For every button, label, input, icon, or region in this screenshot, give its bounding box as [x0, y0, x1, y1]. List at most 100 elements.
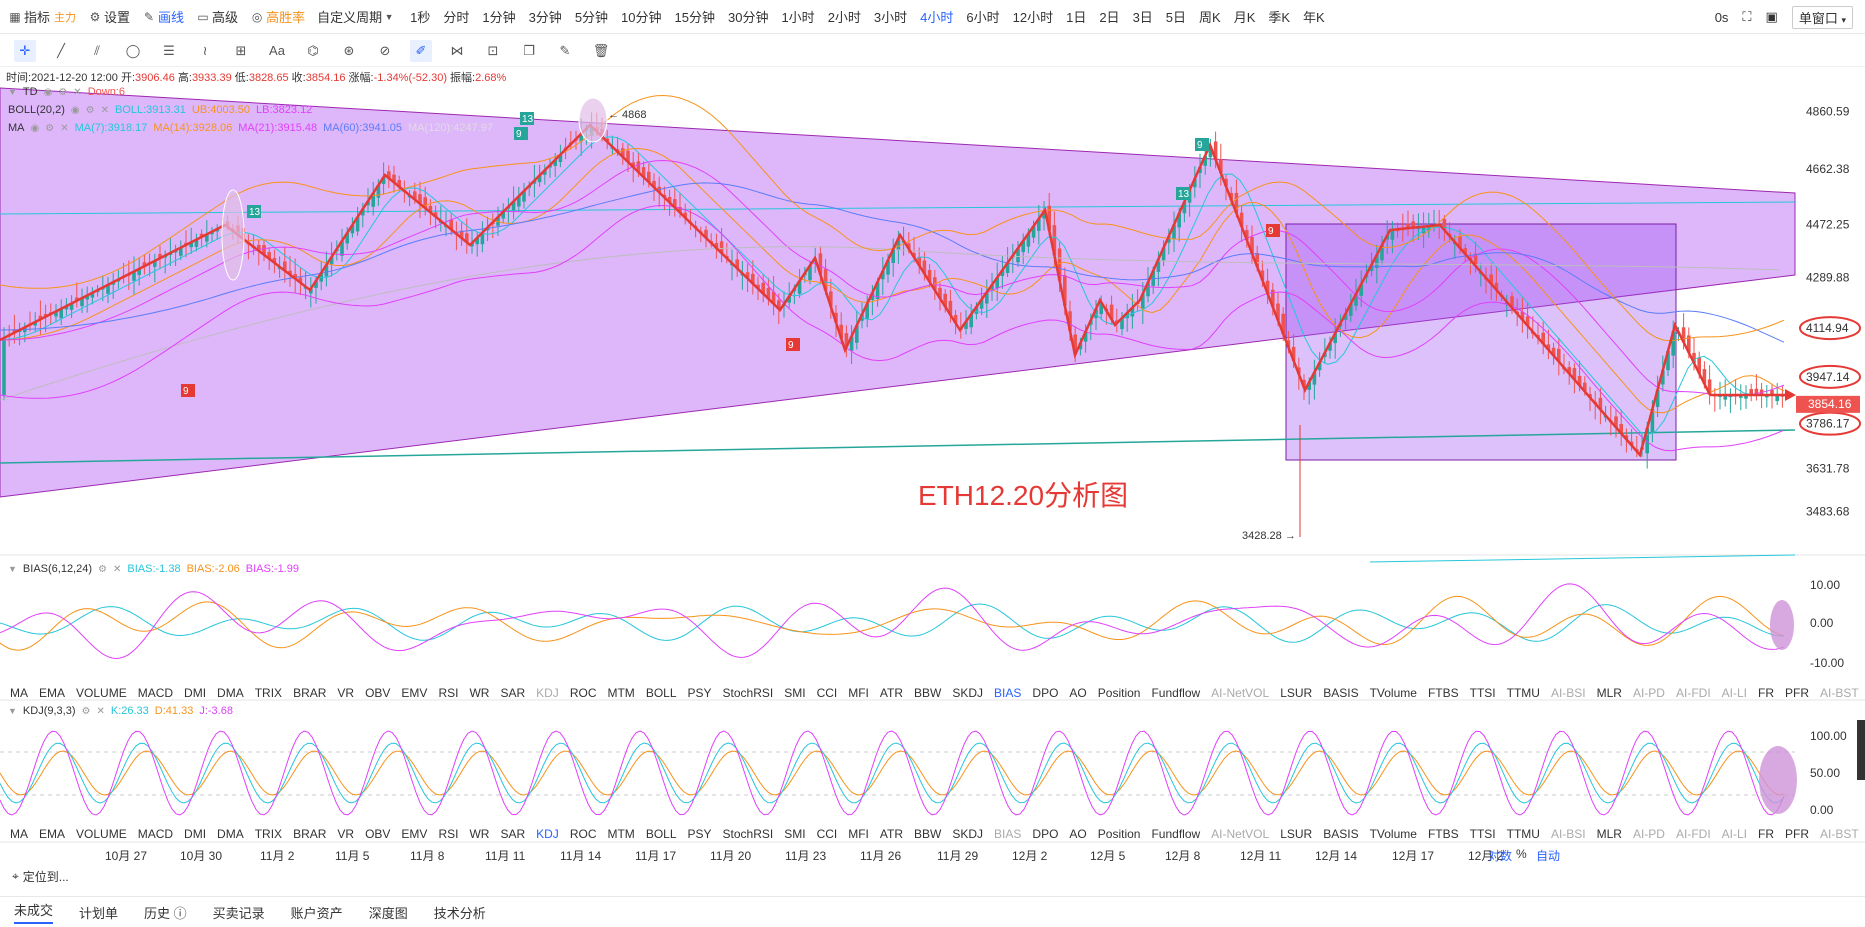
indicator-tab-trix[interactable]: TRIX	[254, 827, 283, 841]
indicator-tab-ttmu[interactable]: TTMU	[1506, 827, 1540, 841]
crosshair-icon[interactable]: ✛	[14, 39, 36, 62]
indicator-tab-ma[interactable]: MA	[10, 686, 28, 700]
indicator-tab-atr[interactable]: ATR	[879, 686, 904, 700]
indicator-tab-ao[interactable]: AO	[1069, 686, 1087, 700]
period-2[interactable]: 1分钟	[482, 10, 516, 25]
indicator-tab-pfr[interactable]: PFR	[1785, 827, 1809, 841]
win-rate-button[interactable]: ◎ 高胜率	[251, 9, 306, 26]
period-8[interactable]: 1小时	[781, 10, 815, 25]
indicator-tab-dmi[interactable]: DMI	[184, 686, 207, 700]
indicator-tab-dpo[interactable]: DPO	[1032, 827, 1059, 841]
indicator-tab-cci[interactable]: CCI	[816, 686, 838, 700]
gear-icon[interactable]: ⚙	[85, 104, 95, 116]
indicator-tab-brar[interactable]: BRAR	[293, 686, 327, 700]
indicator-tab-roc[interactable]: ROC	[569, 827, 597, 841]
indicator-tab-roc[interactable]: ROC	[569, 686, 597, 700]
indicator-tab-ai-fdi[interactable]: AI-FDI	[1675, 827, 1711, 841]
indicator-tab-wr[interactable]: WR	[469, 827, 490, 841]
indicator-tab-stochrsi[interactable]: StochRSI	[722, 686, 774, 700]
indicator-tab-tvolume[interactable]: TVolume	[1369, 827, 1417, 841]
indicator-tab-ai-fdi[interactable]: AI-FDI	[1675, 686, 1711, 700]
indicator-tab-lsur[interactable]: LSUR	[1280, 686, 1313, 700]
indicator-tab-bias[interactable]: BIAS	[994, 686, 1022, 700]
period-6[interactable]: 15分钟	[674, 10, 715, 25]
indicator-tab-dpo[interactable]: DPO	[1032, 686, 1059, 700]
indicator-tab-obv[interactable]: OBV	[365, 686, 391, 700]
period-7[interactable]: 30分钟	[727, 10, 769, 25]
indicator-tab-mtm[interactable]: MTM	[607, 827, 635, 841]
indicator-tab-smi[interactable]: SMI	[784, 686, 806, 700]
indicator-tab-basis[interactable]: BASIS	[1323, 827, 1359, 841]
indicator-tab-volume[interactable]: VOLUME	[76, 686, 127, 700]
settings-button[interactable]: ⚙ 设置	[89, 9, 131, 26]
close-icon[interactable]: ✕	[100, 104, 109, 116]
line-tool-icon[interactable]: ╱	[57, 42, 65, 58]
measure-tool-icon[interactable]: ⊞	[235, 42, 247, 58]
bottom-tab-2[interactable]: 历史 ⓘ	[144, 905, 187, 921]
eye-icon[interactable]: ◉	[30, 122, 40, 134]
show-hide-icon[interactable]: ⋈	[450, 42, 464, 58]
axis-option-0[interactable]: 对数	[1488, 849, 1513, 863]
copy-icon[interactable]: ❐	[523, 42, 535, 58]
lock-icon[interactable]: ⊡	[487, 42, 499, 58]
close-icon[interactable]: ✕	[60, 122, 69, 134]
indicator-tab-bbw[interactable]: BBW	[914, 827, 942, 841]
text-tool-icon[interactable]: Aa	[269, 43, 285, 58]
indicator-tab-ai-netvol[interactable]: AI-NetVOL	[1211, 686, 1270, 700]
parallel-lines-icon[interactable]: ⫽	[94, 42, 100, 58]
period-20[interactable]: 季K	[1268, 10, 1291, 25]
bottom-tab-5[interactable]: 深度图	[368, 905, 408, 921]
period-13[interactable]: 12小时	[1012, 10, 1054, 25]
indicator-tab-dmi[interactable]: DMI	[184, 827, 207, 841]
gear-icon[interactable]: ⚙	[98, 563, 107, 575]
collapse-icon[interactable]: ▼	[8, 87, 17, 97]
period-0[interactable]: 1秒	[410, 10, 431, 25]
period-10[interactable]: 3小时	[873, 10, 908, 25]
fib-tool-icon[interactable]: ☰	[163, 42, 175, 58]
wave-tool-icon[interactable]: ≀	[202, 42, 208, 58]
indicator-tab-ma[interactable]: MA	[10, 827, 28, 841]
indicator-tab-sar[interactable]: SAR	[500, 827, 526, 841]
indicator-tab-skdj[interactable]: SKDJ	[952, 686, 984, 700]
indicator-tab-emv[interactable]: EMV	[401, 827, 428, 841]
custom-period-dropdown[interactable]: 自定义周期 ▼	[317, 7, 398, 26]
period-16[interactable]: 3日	[1132, 10, 1153, 25]
gear-icon[interactable]: ⚙	[81, 705, 91, 717]
indicator-tab-mlr[interactable]: MLR	[1596, 686, 1622, 700]
indicator-tab-sar[interactable]: SAR	[500, 686, 526, 700]
indicator-tab-obv[interactable]: OBV	[365, 827, 391, 841]
chart-canvas[interactable]: 4860.59 4662.38 4472.25 4289.88 4114.94 3947.…	[0, 68, 1865, 868]
indicator-tab-tvolume[interactable]: TVolume	[1369, 686, 1417, 700]
indicator-tab-ai-pd[interactable]: AI-PD	[1632, 686, 1665, 700]
period-15[interactable]: 2日	[1099, 10, 1120, 25]
axis-option-1[interactable]: %	[1516, 847, 1527, 861]
period-21[interactable]: 年K	[1303, 10, 1325, 25]
indicator-tab-cci[interactable]: CCI	[816, 827, 838, 841]
indicator-tab-macd[interactable]: MACD	[137, 686, 174, 700]
period-19[interactable]: 月K	[1233, 10, 1256, 25]
indicator-tab-pfr[interactable]: PFR	[1785, 686, 1809, 700]
bottom-tab-1[interactable]: 计划单	[79, 905, 119, 921]
indicator-tab-ai-netvol[interactable]: AI-NetVOL	[1211, 827, 1270, 841]
indicator-tab-fr[interactable]: FR	[1758, 686, 1774, 700]
indicator-tab-smi[interactable]: SMI	[784, 827, 806, 841]
bottom-tab-0[interactable]: 未成交	[14, 900, 54, 924]
indicator-tab-ftbs[interactable]: FTBS	[1427, 827, 1459, 841]
close-icon[interactable]: ✕	[73, 86, 82, 98]
collapse-icon[interactable]: ▼	[8, 564, 17, 574]
edit-icon[interactable]: ✎	[559, 42, 571, 58]
pattern-tool-icon[interactable]: ⌬	[307, 42, 319, 58]
indicator-tab-position[interactable]: Position	[1097, 686, 1141, 700]
snapshot-icon[interactable]: ▣	[1765, 9, 1778, 24]
close-icon[interactable]: ✕	[112, 563, 122, 575]
indicator-tab-kdj[interactable]: KDJ	[536, 686, 559, 700]
indicator-tab-brar[interactable]: BRAR	[293, 827, 327, 841]
bottom-tab-3[interactable]: 买卖记录	[212, 905, 265, 921]
indicator-tab-rsi[interactable]: RSI	[438, 686, 459, 700]
period-3[interactable]: 3分钟	[528, 10, 562, 25]
period-14[interactable]: 1日	[1066, 10, 1087, 25]
indicator-tab-fundflow[interactable]: Fundflow	[1151, 686, 1201, 700]
indicator-tab-lsur[interactable]: LSUR	[1280, 827, 1313, 841]
bottom-tab-6[interactable]: 技术分析	[433, 905, 486, 921]
fullscreen-icon[interactable]: ⛶	[1742, 9, 1752, 24]
